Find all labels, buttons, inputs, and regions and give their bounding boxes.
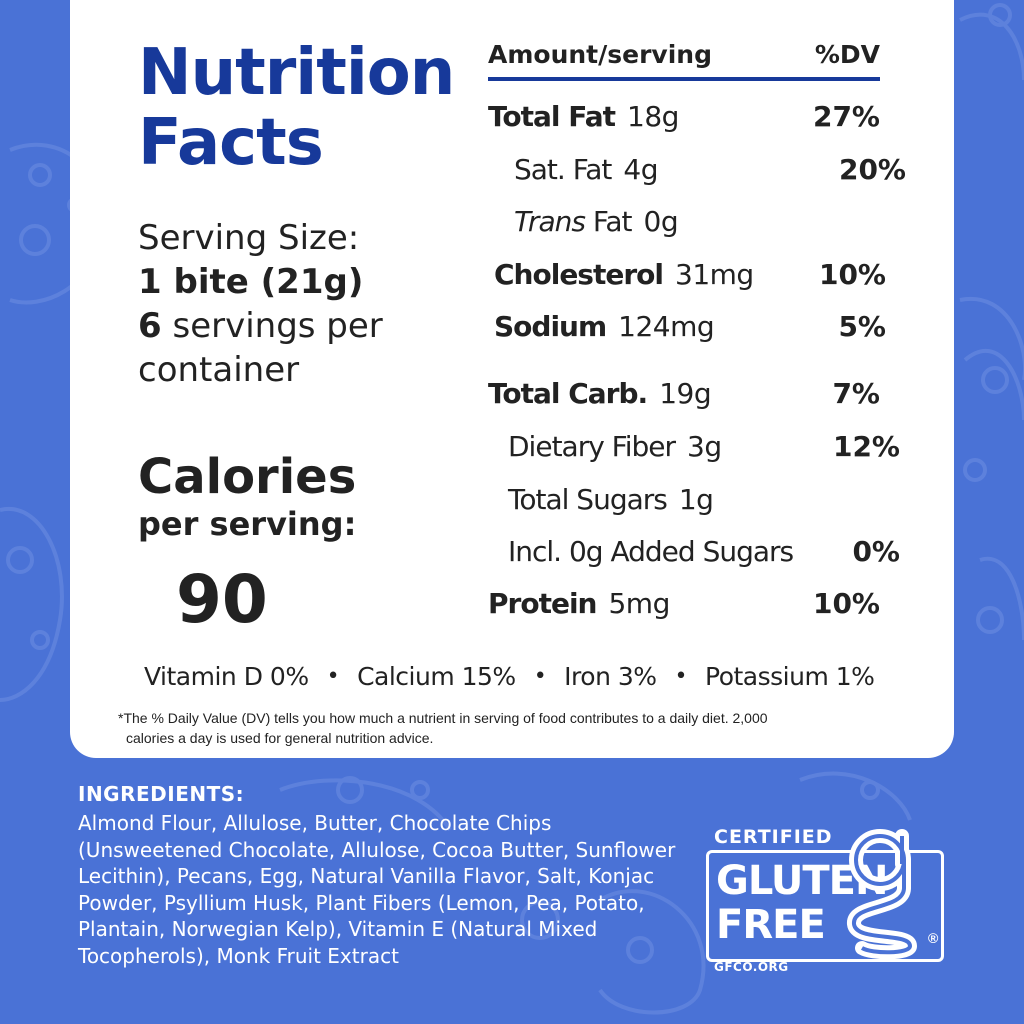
nutrient-table: Amount/serving %DV Total Fat 18g 27% Sat… [488, 40, 906, 620]
nutrient-dv: 10% [812, 586, 880, 620]
potassium: Potassium 1% [705, 662, 875, 691]
ingredients-text: Almond Flour, Allulose, Butter, Chocolat… [78, 811, 676, 968]
ingredients-title: INGREDIENTS: [78, 782, 245, 806]
ingredients-section: INGREDIENTS: Almond Flour, Allulose, But… [78, 782, 698, 969]
nutrient-label: Cholesterol [494, 257, 664, 291]
nutrient-label: Dietary Fiber [508, 429, 676, 463]
title-line-2: Facts [138, 106, 324, 180]
vitamins-row: Vitamin D 0% • Calcium 15% • Iron 3% • P… [144, 662, 884, 691]
badge-free: FREE [716, 902, 826, 948]
nutrient-label: Sodium [494, 309, 607, 343]
nutrient-table-header: Amount/serving %DV [488, 40, 880, 81]
separator-dot: • [326, 664, 340, 689]
nutrient-dv: 7% [832, 376, 880, 410]
nutrient-row-total-fat: Total Fat 18g 27% [488, 96, 880, 136]
footnote-line-2: calories a day is used for general nutri… [126, 730, 434, 746]
header-dv: %DV [814, 40, 880, 69]
header-amount: Amount/serving [488, 40, 712, 69]
nutrient-row-added-sugars: Incl. 0g Added Sugars 0% [488, 531, 900, 571]
dv-footnote: *The % Daily Value (DV) tells you how mu… [118, 708, 918, 748]
servings-count: 6 [138, 306, 162, 346]
calories-title: Calories [138, 449, 357, 505]
nutrient-dv: 5% [838, 309, 886, 343]
nutrient-row-sodium: Sodium 124mg 5% [488, 306, 886, 346]
footnote-line-1: *The % Daily Value (DV) tells you how mu… [118, 710, 768, 726]
nutrient-label: Fat [584, 204, 633, 238]
nutrient-amount: 4g [623, 152, 658, 186]
nutrient-label: Total Sugars [508, 482, 668, 516]
nutrient-amount: 5mg [608, 586, 670, 620]
nutrient-label: Sat. Fat [514, 152, 612, 186]
nutrient-amount: 124mg [618, 309, 715, 343]
nutrient-row-total-carb: Total Carb. 19g 7% [488, 373, 880, 413]
registered-mark: ® [928, 930, 939, 946]
nutrient-dv: 27% [812, 99, 880, 133]
nutrient-amount: 31mg [675, 257, 754, 291]
nutrient-row-sat-fat: Sat. Fat 4g 20% [488, 149, 906, 189]
nutrition-panel [70, 0, 954, 758]
nutrient-row-cholesterol: Cholesterol 31mg 10% [488, 254, 886, 294]
iron: Iron 3% [564, 662, 657, 691]
calcium: Calcium 15% [357, 662, 516, 691]
nutrient-dv: 12% [832, 429, 900, 463]
calories-subtitle: per serving: [138, 505, 357, 543]
nutrient-row-protein: Protein 5mg 10% [488, 583, 880, 623]
servings-text: servings per container [138, 306, 383, 390]
gluten-free-badge: CERTIFIED GLUTEN FREE GFCO.ORG ® [700, 818, 950, 978]
badge-url: GFCO.ORG [714, 960, 789, 974]
gluten-free-g-logo-icon [847, 829, 917, 960]
nutrient-dv: 20% [838, 152, 906, 186]
nutrient-row-dietary-fiber: Dietary Fiber 3g 12% [488, 426, 900, 466]
servings-per-container: 6 servings per container [138, 304, 458, 392]
nutrition-facts-title: Nutrition Facts [138, 36, 455, 180]
badge-frame [706, 850, 944, 962]
serving-size-label: Serving Size: [138, 218, 360, 258]
calories-value: 90 [176, 561, 268, 638]
nutrient-label-italic: Trans [514, 204, 586, 238]
separator-dot: • [533, 664, 547, 689]
nutrient-label: Total Fat [488, 99, 616, 133]
separator-dot: • [674, 664, 688, 689]
nutrient-amount: 1g [678, 482, 714, 516]
nutrient-amount: 0g [643, 204, 679, 238]
nutrient-dv: 0% [852, 534, 900, 568]
nutrient-label: Incl. 0g Added Sugars [508, 534, 794, 568]
nutrient-amount: 19g [659, 376, 712, 410]
nutrient-amount: 3g [687, 429, 722, 463]
badge-certified: CERTIFIED [714, 826, 833, 848]
nutrient-amount: 18g [627, 99, 679, 133]
serving-info: Serving Size: 1 bite (21g) 6 servings pe… [138, 216, 458, 392]
nutrient-row-trans-fat: Trans Fat 0g [488, 201, 906, 241]
nutrient-dv: 10% [818, 257, 886, 291]
calories-block: Calories per serving: 90 [138, 450, 356, 640]
title-line-1: Nutrition [138, 36, 455, 110]
nutrient-label: Total Carb. [488, 376, 648, 410]
nutrient-row-total-sugars: Total Sugars 1g [488, 479, 900, 519]
serving-size-value: 1 bite (21g) [138, 262, 364, 302]
nutrient-label: Protein [488, 586, 597, 620]
vitamin-d: Vitamin D 0% [144, 662, 309, 691]
